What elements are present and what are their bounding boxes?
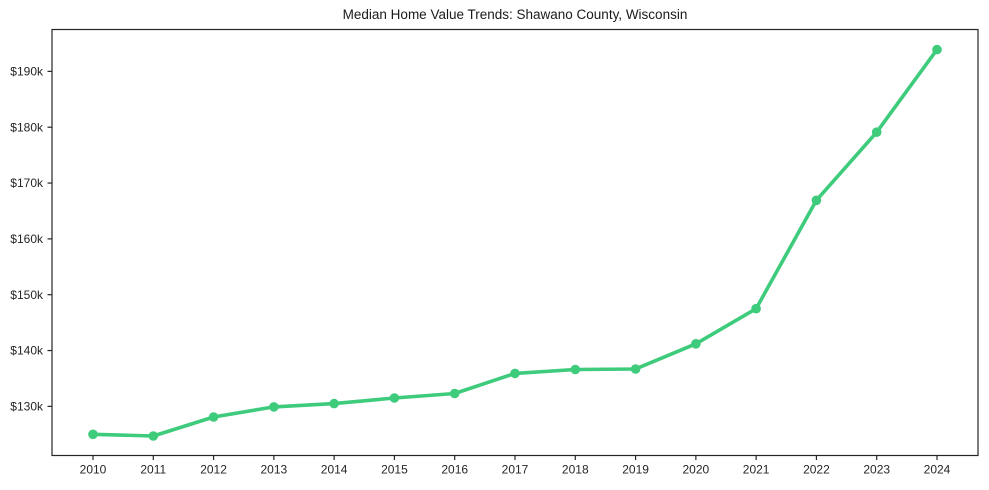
x-tick-label: 2021 (743, 463, 770, 477)
data-point-2021 (751, 303, 761, 314)
data-point-2014 (329, 398, 339, 409)
x-tick-label: 2019 (622, 463, 649, 477)
data-point-2020 (691, 339, 701, 349)
data-point-2024 (932, 44, 942, 55)
data-point-2011 (148, 431, 159, 441)
data-point-2013 (269, 402, 279, 412)
data-point-2010 (88, 429, 98, 440)
x-tick-label: 2016 (441, 463, 468, 477)
data-point-2016 (449, 388, 460, 399)
data-point-2015 (389, 393, 400, 403)
x-tick-label: 2012 (200, 463, 227, 477)
y-tick-label: $130k (10, 400, 44, 414)
x-tick-label: 2013 (261, 463, 288, 477)
x-tick-label: 2023 (863, 463, 890, 477)
y-tick-label: $150k (10, 288, 44, 302)
data-point-2019 (630, 364, 641, 374)
y-tick-label: $160k (10, 232, 44, 246)
plot-border (51, 28, 979, 457)
chart-title: Median Home Value Trends: Shawano County… (342, 7, 688, 22)
data-point-2018 (570, 364, 581, 375)
y-tick-label: $190k (10, 65, 44, 79)
data-point-2012 (208, 412, 219, 422)
x-tick-label: 2010 (80, 463, 107, 477)
y-tick-label: $140k (10, 344, 44, 358)
x-tick-label: 2022 (803, 463, 830, 477)
x-tick-label: 2014 (321, 463, 348, 477)
data-point-2017 (510, 368, 520, 379)
x-tick-label: 2020 (683, 463, 710, 477)
x-tick-label: 2024 (924, 463, 951, 477)
x-tick-label: 2018 (562, 463, 589, 477)
y-tick-label: $170k (10, 176, 44, 190)
y-tick-label: $180k (10, 120, 44, 134)
x-tick-label: 2015 (381, 463, 408, 477)
data-point-2022 (811, 195, 822, 206)
x-tick-label: 2017 (502, 463, 529, 477)
data-point-2023 (871, 127, 882, 137)
x-tick-label: 2011 (140, 463, 166, 477)
